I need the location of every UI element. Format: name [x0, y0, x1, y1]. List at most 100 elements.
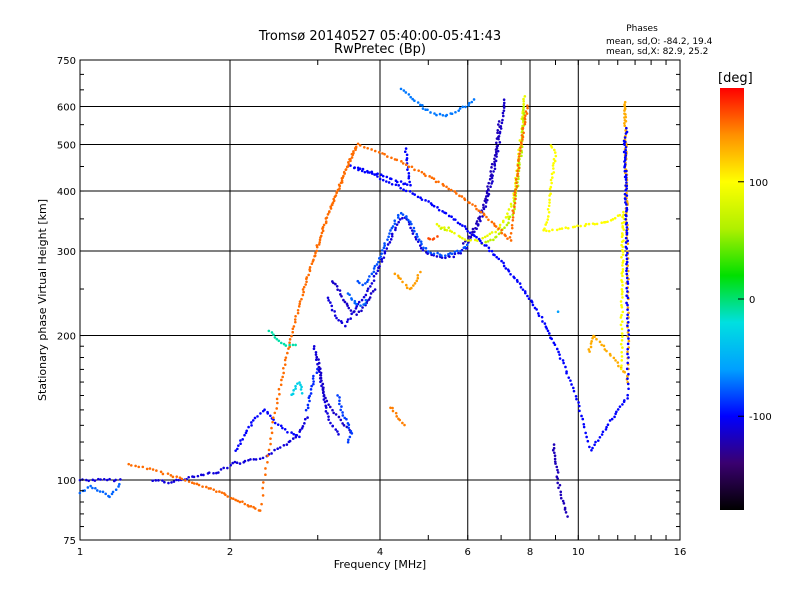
echo-point — [573, 225, 577, 229]
echo-point — [356, 142, 360, 146]
echo-point — [547, 210, 551, 214]
echo-point — [254, 458, 258, 461]
echo-point — [163, 480, 166, 484]
echo-point — [523, 114, 527, 118]
echo-point — [335, 284, 339, 288]
echo-point — [572, 389, 576, 393]
echo-point — [453, 231, 456, 235]
echo-point — [249, 458, 252, 461]
echo-point — [383, 242, 386, 245]
echo-point — [159, 470, 163, 474]
echo-point — [459, 251, 463, 255]
echo-point — [209, 487, 212, 490]
echo-point — [380, 252, 383, 255]
echo-point — [275, 337, 279, 341]
echo-point — [594, 440, 597, 444]
echo-point — [387, 181, 391, 184]
y-tick-label: 200 — [57, 332, 76, 343]
echo-point — [456, 221, 460, 225]
echo-point — [613, 415, 616, 419]
echo-point — [600, 343, 603, 347]
echo-point — [312, 380, 315, 383]
echo-point — [296, 311, 300, 315]
echo-point — [356, 166, 360, 170]
echo-point — [389, 229, 392, 232]
echo-point — [318, 241, 321, 244]
echo-point — [412, 284, 415, 287]
echo-point — [407, 176, 411, 180]
echo-point — [556, 471, 560, 474]
echo-point — [618, 405, 622, 408]
echo-point — [148, 467, 152, 470]
echo-point — [294, 387, 297, 390]
echo-point — [566, 515, 569, 518]
echo-point — [450, 112, 454, 116]
echo-point — [83, 489, 86, 492]
echo-point — [361, 283, 364, 287]
echo-point — [570, 383, 573, 386]
echo-point — [413, 99, 416, 103]
echo-point — [339, 408, 342, 412]
echo-point — [329, 421, 332, 425]
echo-point — [552, 157, 556, 161]
echo-point — [352, 166, 356, 170]
echo-point — [622, 400, 626, 404]
echo-point — [341, 422, 344, 425]
echo-point — [390, 232, 394, 236]
echo-point — [231, 497, 235, 500]
echo-point — [424, 108, 427, 112]
echo-point — [582, 425, 586, 429]
echo-point — [619, 316, 623, 319]
echo-point — [283, 427, 287, 431]
echo-point — [372, 267, 376, 270]
echo-point — [463, 238, 467, 241]
echo-point — [114, 488, 118, 492]
echo-point — [331, 408, 334, 412]
echo-point — [400, 160, 403, 163]
echo-point — [587, 348, 591, 351]
echo-point — [299, 388, 303, 391]
echo-point — [490, 220, 494, 224]
echo-point — [207, 487, 211, 490]
echo-point — [205, 485, 208, 489]
echo-point — [390, 234, 394, 238]
echo-point — [511, 209, 515, 212]
echo-point — [304, 408, 308, 412]
echo-point — [620, 350, 623, 354]
echo-point — [408, 189, 412, 193]
echo-point — [427, 200, 430, 203]
echo-point — [522, 108, 525, 112]
echo-point — [407, 174, 411, 178]
echo-point — [302, 290, 305, 294]
y-tick-label: 600 — [57, 103, 76, 114]
echo-point — [349, 309, 353, 312]
echo-point — [366, 287, 370, 290]
echo-point — [348, 293, 351, 297]
echo-point — [322, 223, 326, 227]
echo-point — [447, 214, 451, 218]
echo-point — [362, 295, 366, 299]
echo-point — [487, 246, 491, 250]
echo-point — [564, 365, 567, 369]
echo-point — [521, 126, 525, 130]
echo-point — [625, 203, 628, 206]
echo-point — [600, 433, 604, 436]
echo-point — [591, 336, 594, 340]
echo-point — [521, 288, 525, 291]
echo-point — [459, 249, 462, 253]
echo-point — [381, 152, 384, 155]
echo-point — [370, 272, 374, 276]
echo-point — [375, 263, 379, 266]
echo-point — [492, 253, 495, 256]
echo-point — [627, 337, 630, 340]
echo-point — [325, 216, 329, 219]
echo-point — [288, 341, 291, 345]
echo-point — [332, 281, 335, 285]
echo-point — [512, 211, 515, 215]
echo-point — [543, 322, 547, 325]
echo-point — [294, 314, 297, 318]
echo-point — [364, 298, 368, 302]
echo-point — [324, 396, 327, 400]
echo-point — [102, 478, 106, 481]
echo-point — [91, 478, 95, 482]
